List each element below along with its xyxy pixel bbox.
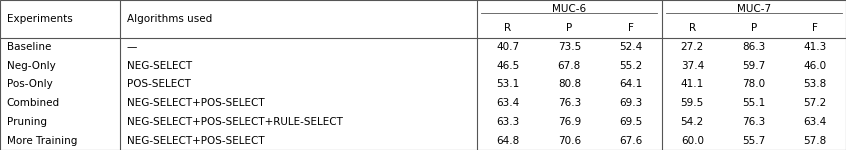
Text: Pruning: Pruning bbox=[7, 117, 47, 127]
Text: 57.8: 57.8 bbox=[804, 136, 827, 146]
Text: 52.4: 52.4 bbox=[619, 42, 642, 52]
Text: 53.8: 53.8 bbox=[804, 79, 827, 89]
Text: Baseline: Baseline bbox=[7, 42, 51, 52]
Text: 37.4: 37.4 bbox=[681, 61, 704, 71]
Text: NEG-SELECT+POS-SELECT: NEG-SELECT+POS-SELECT bbox=[127, 136, 265, 146]
Text: 59.5: 59.5 bbox=[681, 98, 704, 108]
Text: 73.5: 73.5 bbox=[558, 42, 581, 52]
Text: 70.6: 70.6 bbox=[558, 136, 581, 146]
Text: MUC-6: MUC-6 bbox=[552, 4, 586, 14]
Text: 40.7: 40.7 bbox=[497, 42, 519, 52]
Text: 64.1: 64.1 bbox=[619, 79, 642, 89]
Text: P: P bbox=[566, 23, 573, 33]
Text: 78.0: 78.0 bbox=[742, 79, 766, 89]
Text: 55.7: 55.7 bbox=[742, 136, 766, 146]
Text: 46.5: 46.5 bbox=[497, 61, 519, 71]
Text: 64.8: 64.8 bbox=[497, 136, 519, 146]
Text: Experiments: Experiments bbox=[7, 14, 73, 24]
Text: R: R bbox=[689, 23, 696, 33]
Text: 27.2: 27.2 bbox=[681, 42, 704, 52]
Text: NEG-SELECT+POS-SELECT+RULE-SELECT: NEG-SELECT+POS-SELECT+RULE-SELECT bbox=[127, 117, 343, 127]
Text: 76.3: 76.3 bbox=[558, 98, 581, 108]
Text: 60.0: 60.0 bbox=[681, 136, 704, 146]
Text: 55.1: 55.1 bbox=[742, 98, 766, 108]
Text: Combined: Combined bbox=[7, 98, 60, 108]
Text: Algorithms used: Algorithms used bbox=[127, 14, 212, 24]
Text: Neg-Only: Neg-Only bbox=[7, 61, 56, 71]
Text: 76.9: 76.9 bbox=[558, 117, 581, 127]
Text: POS-SELECT: POS-SELECT bbox=[127, 79, 191, 89]
Text: F: F bbox=[812, 23, 818, 33]
Text: 63.3: 63.3 bbox=[497, 117, 519, 127]
Text: 41.1: 41.1 bbox=[681, 79, 704, 89]
Text: NEG-SELECT+POS-SELECT: NEG-SELECT+POS-SELECT bbox=[127, 98, 265, 108]
Text: R: R bbox=[504, 23, 512, 33]
Text: 86.3: 86.3 bbox=[742, 42, 766, 52]
Text: 63.4: 63.4 bbox=[497, 98, 519, 108]
Text: 54.2: 54.2 bbox=[681, 117, 704, 127]
Text: 69.3: 69.3 bbox=[619, 98, 642, 108]
Text: 46.0: 46.0 bbox=[804, 61, 827, 71]
Text: 59.7: 59.7 bbox=[742, 61, 766, 71]
Text: 80.8: 80.8 bbox=[558, 79, 581, 89]
Text: More Training: More Training bbox=[7, 136, 77, 146]
Text: 76.3: 76.3 bbox=[742, 117, 766, 127]
Text: 69.5: 69.5 bbox=[619, 117, 642, 127]
Text: Pos-Only: Pos-Only bbox=[7, 79, 52, 89]
Text: 55.2: 55.2 bbox=[619, 61, 642, 71]
Text: 57.2: 57.2 bbox=[804, 98, 827, 108]
Text: MUC-7: MUC-7 bbox=[737, 4, 771, 14]
Text: —: — bbox=[127, 42, 137, 52]
Text: 41.3: 41.3 bbox=[804, 42, 827, 52]
Text: NEG-SELECT: NEG-SELECT bbox=[127, 61, 192, 71]
Text: 63.4: 63.4 bbox=[804, 117, 827, 127]
Text: 53.1: 53.1 bbox=[497, 79, 519, 89]
Text: 67.8: 67.8 bbox=[558, 61, 581, 71]
Text: F: F bbox=[628, 23, 634, 33]
Text: P: P bbox=[750, 23, 757, 33]
Text: 67.6: 67.6 bbox=[619, 136, 642, 146]
